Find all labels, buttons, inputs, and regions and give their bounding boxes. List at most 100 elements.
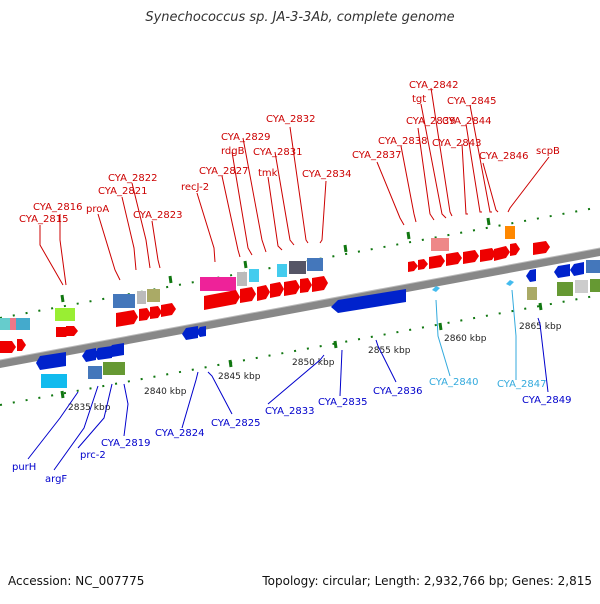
gene-box[interactable] — [147, 289, 160, 302]
gene-label[interactable]: CYA_2825 — [211, 418, 260, 429]
gene-box[interactable] — [10, 318, 16, 330]
gene-arrow[interactable] — [300, 278, 312, 293]
gene-label[interactable]: CYA_2833 — [265, 406, 314, 417]
gene-label[interactable]: CYA_2824 — [155, 428, 204, 439]
gene-arrow[interactable] — [0, 341, 16, 353]
gene-arrow[interactable] — [139, 308, 151, 321]
gene-label[interactable]: CYA_2821 — [98, 186, 147, 197]
gene-arrow[interactable] — [284, 280, 300, 296]
gene-label[interactable]: CYA_2838 — [378, 136, 427, 147]
gene-label[interactable]: CYA_2849 — [522, 395, 571, 406]
gene-box[interactable] — [586, 260, 600, 273]
gene-label[interactable]: CYA_2831 — [253, 147, 302, 158]
gene-box[interactable] — [575, 280, 588, 293]
major-ticks — [60, 217, 543, 399]
gene-label[interactable]: CYA_2827 — [199, 166, 248, 177]
gene-label[interactable]: rdgB — [221, 146, 245, 157]
gene-arrow[interactable] — [331, 289, 406, 313]
gene-label[interactable]: CYA_2837 — [352, 150, 401, 161]
scale-label: 2850 kbp — [292, 358, 335, 368]
gene-label[interactable]: CYA_2843 — [432, 138, 481, 149]
gene-label[interactable]: CYA_2819 — [101, 438, 150, 449]
gene-arrow[interactable] — [270, 282, 284, 298]
gene-box[interactable] — [41, 374, 67, 388]
gene-label[interactable]: scpB — [536, 146, 560, 157]
gene-box[interactable] — [88, 366, 102, 379]
gene-box[interactable] — [237, 272, 247, 286]
gene-label[interactable]: purH — [12, 462, 36, 473]
gene-arrow[interactable] — [196, 326, 206, 337]
rna-feature[interactable] — [506, 280, 514, 286]
gene-arrow[interactable] — [418, 259, 428, 270]
rna-label[interactable]: CYA_2847 — [497, 379, 546, 390]
top-strand-labels: CYA_2815 CYA_2816 proA CYA_2821 CYA_2822… — [19, 80, 560, 225]
gene-box[interactable] — [249, 269, 259, 282]
gene-box[interactable] — [590, 279, 600, 292]
gene-arrow[interactable] — [446, 252, 462, 266]
gene-label[interactable]: CYA_2815 — [19, 214, 68, 225]
gene-box[interactable] — [16, 318, 30, 330]
gene-arrow[interactable] — [94, 346, 112, 360]
gene-label[interactable]: CYA_2816 — [33, 202, 82, 213]
gene-label[interactable]: CYA_2832 — [266, 114, 315, 125]
gene-label[interactable]: CYA_2823 — [133, 210, 182, 221]
gene-arrow[interactable] — [82, 348, 96, 362]
gene-box[interactable] — [431, 238, 449, 251]
gene-label[interactable]: CYA_2844 — [442, 116, 491, 127]
gene-arrow[interactable] — [161, 303, 176, 317]
gene-arrow[interactable] — [204, 290, 240, 310]
gene-arrow[interactable] — [182, 326, 198, 340]
gene-label[interactable]: CYA_2829 — [221, 132, 270, 143]
gene-label[interactable]: CYA_2834 — [302, 169, 351, 180]
gene-arrow[interactable] — [257, 285, 270, 301]
gene-box[interactable] — [113, 294, 135, 308]
gene-arrow[interactable] — [429, 255, 445, 269]
gene-arrow[interactable] — [408, 261, 418, 272]
gene-box[interactable] — [200, 277, 236, 291]
gene-label[interactable]: CYA_2822 — [108, 173, 157, 184]
gene-label[interactable]: CYA_2836 — [373, 386, 422, 397]
gene-arrow[interactable] — [533, 241, 550, 255]
gene-arrow[interactable] — [494, 246, 510, 261]
gene-arrow[interactable] — [463, 250, 479, 264]
gene-arrow[interactable] — [36, 352, 66, 370]
gene-box[interactable] — [55, 308, 75, 321]
gene-arrow[interactable] — [108, 343, 124, 357]
gene-box[interactable] — [527, 287, 537, 300]
gene-label[interactable]: recJ-2 — [181, 182, 209, 193]
gene-box[interactable] — [289, 261, 306, 274]
gene-box[interactable] — [0, 318, 10, 330]
gene-arrow[interactable] — [17, 339, 26, 351]
gene-arrow[interactable] — [554, 264, 570, 278]
gene-label[interactable]: proA — [86, 204, 109, 215]
gene-arrow[interactable] — [312, 276, 328, 292]
gene-label[interactable]: tgt — [412, 94, 426, 105]
gene-box[interactable] — [557, 282, 573, 296]
gene-label[interactable]: prc-2 — [80, 450, 106, 461]
gene-arrow[interactable] — [240, 287, 256, 303]
gene-label[interactable]: tmk — [258, 168, 278, 179]
gene-arrow[interactable] — [150, 306, 162, 319]
gene-arrow[interactable] — [570, 262, 584, 276]
gene-box[interactable] — [103, 362, 125, 375]
gene-label[interactable]: CYA_2842 — [409, 80, 458, 91]
gene-arrow[interactable] — [510, 243, 520, 256]
gene-arrow[interactable] — [66, 326, 78, 336]
gene-arrow[interactable] — [526, 269, 536, 282]
scale-label: 2845 kbp — [218, 372, 261, 382]
gene-box[interactable] — [137, 291, 146, 304]
bottom-strand-features — [36, 260, 600, 388]
gene-label[interactable]: CYA_2846 — [479, 151, 528, 162]
gene-arrow[interactable] — [480, 248, 496, 262]
rna-feature[interactable] — [432, 286, 440, 292]
gene-box[interactable] — [307, 258, 323, 271]
gene-box[interactable] — [277, 264, 287, 277]
gene-label[interactable]: CYA_2835 — [318, 397, 367, 408]
gene-label[interactable]: CYA_2839 — [406, 116, 455, 127]
gene-label[interactable]: argF — [45, 474, 67, 485]
rna-label[interactable]: CYA_2840 — [429, 377, 478, 388]
gene-arrow[interactable] — [116, 310, 138, 327]
gene-label[interactable]: CYA_2845 — [447, 96, 496, 107]
gene-box[interactable] — [505, 226, 515, 239]
